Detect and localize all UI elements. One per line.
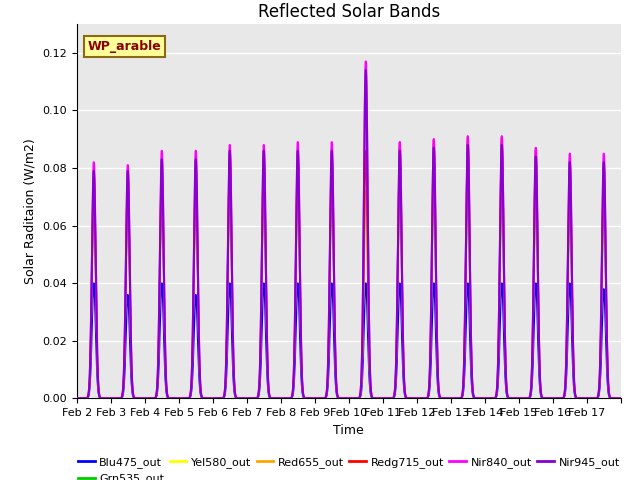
- Grn535_out: [506, 396, 513, 401]
- Line: Blu475_out: Blu475_out: [77, 283, 621, 398]
- Red655_out: [395, 222, 403, 228]
- Grn535_out: [73, 396, 81, 401]
- Yel580_out: [506, 396, 513, 401]
- Line: Red655_out: Red655_out: [77, 185, 621, 398]
- Nir945_out: [100, 396, 108, 401]
- Redg715_out: [476, 396, 484, 401]
- X-axis label: Time: Time: [333, 424, 364, 437]
- Line: Redg715_out: Redg715_out: [77, 136, 621, 398]
- Blu475_out: [419, 396, 426, 401]
- Grn535_out: [395, 223, 403, 229]
- Nir945_out: [419, 396, 426, 401]
- Nir840_out: [506, 396, 513, 401]
- Red655_out: [100, 396, 108, 401]
- Red655_out: [419, 396, 426, 401]
- Nir945_out: [270, 396, 278, 401]
- Red655_out: [498, 182, 506, 188]
- Yel580_out: [73, 396, 81, 401]
- Grn535_out: [617, 396, 625, 401]
- Red655_out: [476, 396, 484, 401]
- Blu475_out: [476, 396, 484, 401]
- Blu475_out: [506, 396, 513, 401]
- Nir945_out: [617, 396, 625, 401]
- Redg715_out: [498, 133, 506, 139]
- Nir945_out: [73, 396, 81, 401]
- Nir840_out: [419, 396, 426, 401]
- Redg715_out: [395, 181, 403, 187]
- Red655_out: [73, 396, 81, 401]
- Yel580_out: [270, 396, 278, 401]
- Redg715_out: [270, 396, 278, 401]
- Red655_out: [617, 396, 625, 401]
- Grn535_out: [226, 194, 234, 200]
- Blu475_out: [617, 396, 625, 401]
- Title: Reflected Solar Bands: Reflected Solar Bands: [258, 3, 440, 21]
- Blu475_out: [270, 396, 278, 401]
- Nir945_out: [476, 396, 484, 401]
- Text: WP_arable: WP_arable: [88, 40, 161, 53]
- Red655_out: [506, 396, 513, 401]
- Nir840_out: [100, 396, 108, 401]
- Yel580_out: [617, 396, 625, 401]
- Grn535_out: [100, 396, 108, 401]
- Nir945_out: [395, 184, 403, 190]
- Nir840_out: [362, 59, 370, 64]
- Nir840_out: [395, 177, 403, 182]
- Nir840_out: [617, 396, 625, 401]
- Redg715_out: [100, 396, 108, 401]
- Legend: Blu475_out, Grn535_out, Yel580_out, Red655_out, Redg715_out, Nir840_out, Nir945_: Blu475_out, Grn535_out, Yel580_out, Red6…: [74, 453, 624, 480]
- Blu475_out: [100, 396, 108, 401]
- Blu475_out: [90, 280, 98, 286]
- Y-axis label: Solar Raditaion (W/m2): Solar Raditaion (W/m2): [24, 138, 36, 284]
- Yel580_out: [476, 396, 484, 401]
- Nir840_out: [476, 396, 484, 401]
- Blu475_out: [395, 297, 403, 303]
- Line: Grn535_out: Grn535_out: [77, 197, 621, 398]
- Line: Nir945_out: Nir945_out: [77, 70, 621, 398]
- Grn535_out: [270, 396, 278, 401]
- Line: Nir840_out: Nir840_out: [77, 61, 621, 398]
- Yel580_out: [419, 396, 426, 401]
- Redg715_out: [617, 396, 625, 401]
- Red655_out: [270, 396, 278, 401]
- Grn535_out: [476, 396, 484, 401]
- Nir945_out: [506, 396, 513, 401]
- Nir840_out: [73, 396, 81, 401]
- Redg715_out: [73, 396, 81, 401]
- Yel580_out: [498, 182, 506, 188]
- Yel580_out: [100, 396, 108, 401]
- Nir945_out: [362, 67, 370, 73]
- Grn535_out: [419, 396, 426, 401]
- Redg715_out: [506, 396, 513, 401]
- Redg715_out: [419, 396, 426, 401]
- Nir840_out: [270, 396, 278, 401]
- Line: Yel580_out: Yel580_out: [77, 185, 621, 398]
- Blu475_out: [73, 396, 81, 401]
- Yel580_out: [395, 222, 403, 228]
